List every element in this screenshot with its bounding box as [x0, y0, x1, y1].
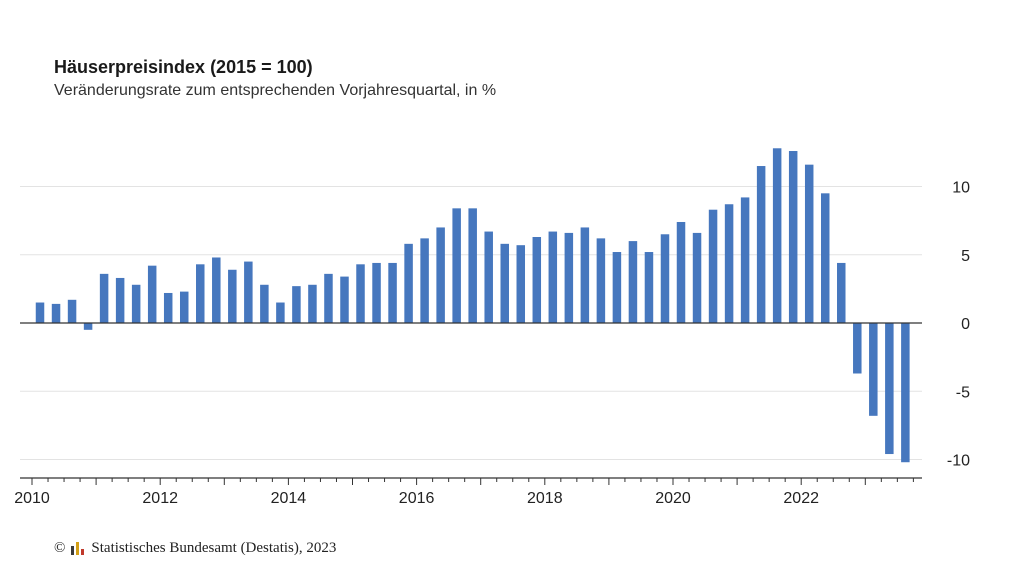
x-tick-label: 2016	[399, 490, 435, 507]
bar: 2010 Q1: 1.5	[35, 302, 45, 323]
bar: 2014 Q2: 2.8	[308, 284, 317, 323]
y-tick-label: -10	[947, 453, 970, 470]
bar-series: 2010 Q1: 1.5 2010 Q2: 1.4 2010 Q3: 1.7 2010…	[35, 148, 910, 463]
bar: 2017 Q4: 6.3	[532, 237, 542, 323]
bar: 2022 Q4: -3.7	[853, 323, 862, 374]
x-tick-label: 2020	[655, 490, 691, 507]
bar: 2021 Q3: 12.8	[772, 148, 782, 323]
y-tick-label: -5	[956, 384, 970, 401]
bar: 2020 Q2: 6.6	[692, 232, 702, 323]
bar: 2015 Q2: 4.4	[372, 262, 381, 323]
bar: 2018 Q4: 6.2	[596, 238, 606, 323]
bar: 2023 Q3: -10.2	[901, 323, 910, 463]
x-tick-label: 2012	[142, 490, 178, 507]
bar: 2015 Q4: 5.8	[404, 243, 413, 323]
bar: 2015 Q3: 4.4	[388, 262, 397, 323]
bar: 2011 Q3: 2.8	[131, 284, 141, 323]
bar: 2020 Q4: 8.7	[724, 204, 734, 323]
axes	[20, 322, 922, 485]
x-tick-label: 2022	[783, 490, 819, 507]
bar: 2022 Q1: 11.6	[804, 164, 814, 323]
y-tick-label: 0	[961, 316, 970, 333]
bar: 2023 Q1: -6.8	[869, 323, 878, 416]
x-tick-label: 2018	[527, 490, 563, 507]
source-footer: © Statistisches Bundesamt (Destatis), 20…	[54, 540, 336, 557]
bar: 2018 Q3: 7	[580, 227, 590, 323]
bar: 2011 Q4: 4.2	[147, 265, 157, 323]
bar: 2014 Q4: 3.4	[340, 276, 349, 323]
bar: 2010 Q3: 1.7	[67, 299, 77, 323]
bar: 2016 Q4: 8.4	[468, 208, 477, 323]
bar: 2023 Q2: -9.6	[885, 323, 894, 455]
y-tick-label: 10	[952, 180, 970, 197]
x-tick-label: 2010	[14, 490, 50, 507]
bar: 2019 Q1: 5.2	[612, 252, 622, 323]
bar: 2016 Q2: 7	[436, 227, 445, 323]
chart-subtitle: Veränderungsrate zum entsprechenden Vorj…	[54, 82, 497, 99]
source-text: Statistisches Bundesamt (Destatis), 2023	[91, 540, 337, 556]
y-tick-label: 5	[961, 248, 970, 265]
bar: 2017 Q2: 5.8	[500, 243, 509, 323]
bar: 2012 Q2: 2.3	[179, 291, 189, 323]
bar: 2020 Q1: 7.4	[676, 221, 686, 323]
bar: 2020 Q3: 8.3	[708, 209, 718, 323]
bar: 2017 Q1: 6.7	[484, 231, 493, 323]
bar: 2022 Q2: 9.5	[820, 193, 830, 323]
bar: 2021 Q4: 12.6	[788, 151, 798, 323]
bar: 2011 Q2: 3.3	[115, 277, 125, 323]
y-axis-labels: -10 -5 0 5 10	[947, 180, 970, 470]
bar: 2019 Q2: 6	[628, 241, 638, 323]
x-axis-labels: 2010 2012 2014 2016 2018 2020 2022	[14, 490, 819, 507]
bar: 2016 Q3: 8.4	[452, 208, 461, 323]
bar: 2019 Q4: 6.5	[660, 234, 670, 323]
bar: 2018 Q1: 6.7	[548, 231, 558, 323]
bar: 2021 Q1: 9.2	[740, 197, 750, 323]
bar: 2016 Q1: 6.2	[420, 238, 429, 323]
bar: 2019 Q3: 5.2	[644, 252, 654, 323]
bar: 2013 Q1: 3.9	[228, 269, 237, 323]
bar: 2013 Q3: 2.8	[260, 284, 269, 323]
copyright-symbol: ©	[54, 540, 66, 556]
bar: 2013 Q4: 1.5	[276, 302, 285, 323]
bar: 2018 Q2: 6.6	[564, 232, 574, 323]
bar: 2017 Q3: 5.7	[516, 245, 526, 323]
bar: 2015 Q1: 4.3	[356, 264, 365, 323]
bar: 2014 Q1: 2.7	[292, 286, 301, 323]
bar: 2011 Q1: 3.6	[99, 273, 109, 323]
bar: 2014 Q3: 3.6	[324, 273, 333, 323]
bar: 2012 Q1: 2.2	[163, 292, 173, 323]
bar: 2022 Q3: 4.4	[837, 262, 846, 323]
chart-title: Häuserpreisindex (2015 = 100)	[54, 57, 313, 77]
bar: 2012 Q4: 4.8	[212, 257, 221, 323]
bar: 2010 Q4: -0.5	[83, 323, 93, 330]
bar: 2021 Q2: 11.5	[756, 166, 766, 323]
bar: 2010 Q2: 1.4	[51, 303, 61, 323]
x-tick-label: 2014	[271, 490, 307, 507]
bar: 2012 Q3: 4.3	[196, 264, 205, 323]
destatis-logo-icon	[71, 542, 85, 555]
bar: 2013 Q2: 4.5	[244, 261, 253, 323]
